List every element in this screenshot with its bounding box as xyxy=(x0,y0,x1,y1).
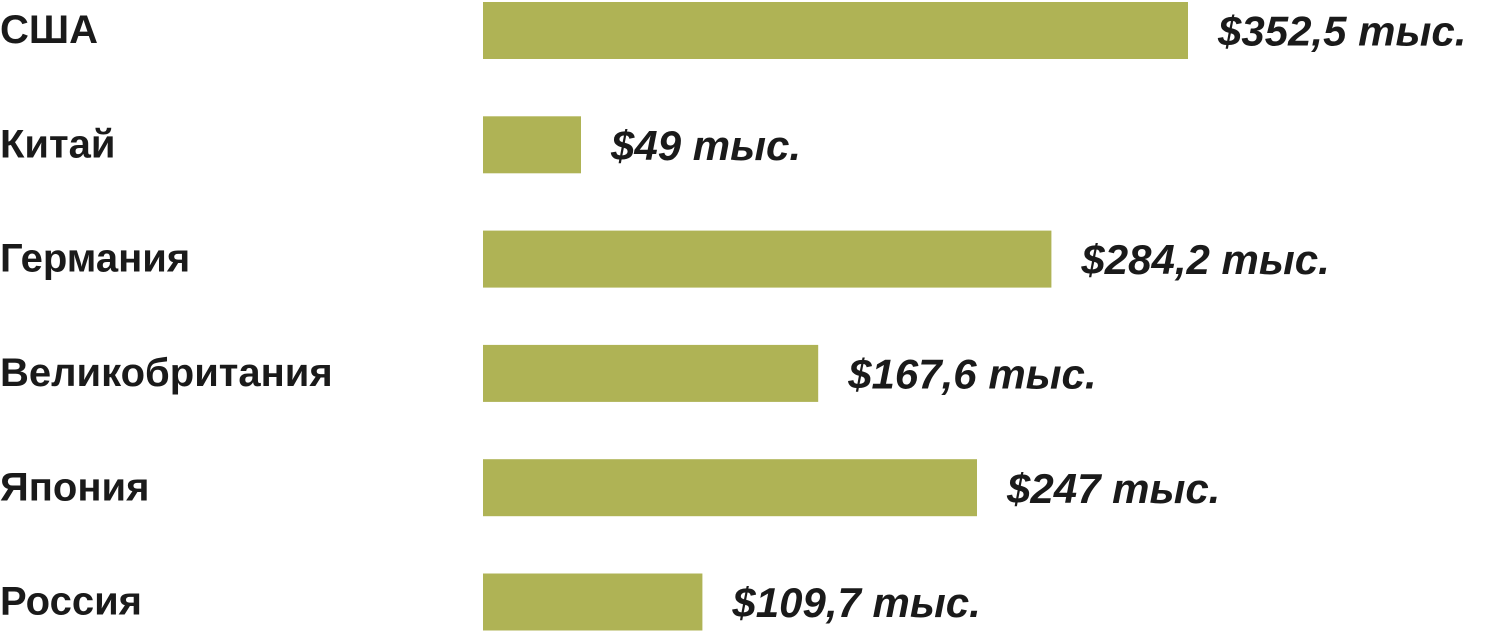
category-label: Россия xyxy=(0,580,142,624)
category-label: Япония xyxy=(0,465,149,509)
bar xyxy=(483,2,1188,59)
bar xyxy=(483,344,819,402)
bar xyxy=(483,573,703,631)
category-label: Китай xyxy=(0,122,115,166)
bar xyxy=(483,116,581,174)
category-label: Великобритания xyxy=(0,351,333,395)
category-label: Германия xyxy=(0,237,190,281)
value-label: $284,2 тыс. xyxy=(1080,236,1329,283)
category-label: США xyxy=(0,8,98,52)
value-label: $167,6 тыс. xyxy=(847,350,1096,397)
value-label: $247 тыс. xyxy=(1006,465,1220,512)
value-label: $49 тыс. xyxy=(610,122,801,169)
value-label: $109,7 тыс. xyxy=(731,579,980,626)
bar xyxy=(483,459,977,517)
bar xyxy=(483,230,1052,288)
value-label: $352,5 тыс. xyxy=(1217,8,1466,55)
